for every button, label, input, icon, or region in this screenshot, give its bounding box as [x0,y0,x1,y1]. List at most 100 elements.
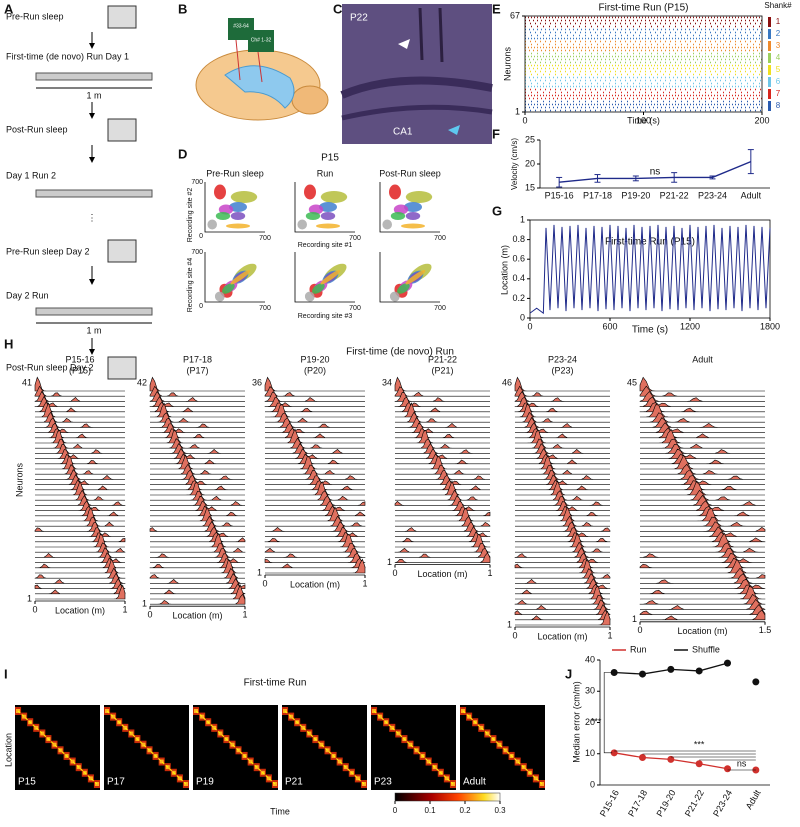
plot-frame [529,219,771,319]
x-tick-label: 200 [754,115,769,125]
tuning-curve [395,474,490,485]
heat-cell [444,776,449,781]
tuning-curve [515,610,611,626]
heat-cell [218,731,223,736]
tuning-curve [515,403,610,418]
heat-cell [467,714,472,719]
annotation: *** [694,739,705,749]
tuning-curve [515,532,611,543]
panel-b: #33-64 Ch# 1-32 [195,18,329,121]
y-tick-label: 20 [525,158,535,168]
y-axis-label: Location [3,733,13,767]
cluster [215,212,231,220]
tuning-curve [150,553,245,563]
legend-label: Shuffle [692,644,720,654]
arrowhead [398,39,410,49]
panel-title: P15 [321,153,339,164]
tuning-curve [150,438,245,449]
tuning-curve [640,521,766,532]
tuning-curve [265,500,365,511]
tuning-curve [150,402,245,418]
tuning-curve [150,448,245,459]
cluster [214,291,225,302]
tuning-curve [265,427,365,439]
track [35,72,153,81]
panel-letter: G [492,203,502,218]
tuning-curve [515,501,610,511]
heat-cell [212,725,217,730]
tuning-curve [394,392,490,402]
tuning-curve [149,520,245,532]
cluster [320,212,336,220]
cluster [230,191,258,203]
tuning-curve [150,531,246,543]
heat-cell [355,776,360,781]
cluster [305,212,321,220]
heat-cell [485,731,490,736]
y-tick-label: 25 [525,134,535,144]
tuning-curve [265,534,365,548]
neuron-count: 36 [252,377,262,387]
group-label: Adult [692,354,713,364]
tuning-curve [640,609,766,621]
heat-cell [194,709,199,713]
tuning-curve [35,505,125,517]
tuning-curve [34,376,125,392]
tuning-curve [640,475,765,485]
tuning-curve [35,454,125,465]
legend-label: 3 [776,41,781,50]
tuning-curve [640,532,765,548]
tuning-curve [35,422,125,433]
x-axis-label: Location (m) [417,569,467,579]
tuning-curve [640,481,765,496]
legend-label: 8 [776,101,781,110]
tuning-curve [515,422,610,433]
annotation: *** [591,716,602,726]
y-tick-label: 0.6 [512,254,525,264]
tuning-curve [149,567,245,579]
tuning-curve [640,558,765,574]
tuning-curve [35,558,125,574]
tuning-curve [395,507,490,522]
heat-cell [307,731,312,736]
tuning-curve [150,542,246,553]
legend-swatch [768,17,771,27]
x-tick-label: 0 [147,610,152,620]
tuning-curve [515,506,610,522]
neuron-first: 1 [257,567,262,577]
tuning-curve [395,453,490,465]
x-tick-label: 100 [636,115,651,125]
colorbar-label: 0 [393,806,398,815]
cluster [222,283,235,294]
tuning-curve [35,527,125,537]
x-tick-label: P21-22 [683,788,706,818]
probe-track [418,7,424,61]
tuning-curve [515,515,610,527]
heat-cell [319,742,324,747]
neuron-count: 46 [502,377,512,387]
tuning-curve [35,533,125,548]
tuning-curve [150,474,245,485]
y-tick-label: 15 [525,182,535,192]
neuron-count: 45 [627,377,637,387]
heat-cell [408,742,413,747]
legend-swatch [768,53,771,63]
cluster [397,283,410,294]
panel-d: P15 Pre-Run sleep Run Post-Run sleep Rec… [187,153,441,320]
tuning-curve [150,584,246,600]
tuning-curve [35,417,125,428]
heat-cell [88,776,93,781]
tuning-curve [265,428,365,444]
probe [248,30,274,52]
tuning-curve [515,552,610,563]
x-tick-label: P21-22 [660,190,689,200]
y-tick-label: 0 [199,233,203,240]
sleep-box [107,239,137,263]
x-tick-label: 700 [434,235,446,242]
x-axis-label: Location (m) [677,626,727,636]
x-tick-label: P17-18 [626,788,649,818]
panel-letter: D [178,146,187,161]
panel-letter: H [4,336,13,351]
cluster [308,204,324,215]
cluster [304,184,316,200]
